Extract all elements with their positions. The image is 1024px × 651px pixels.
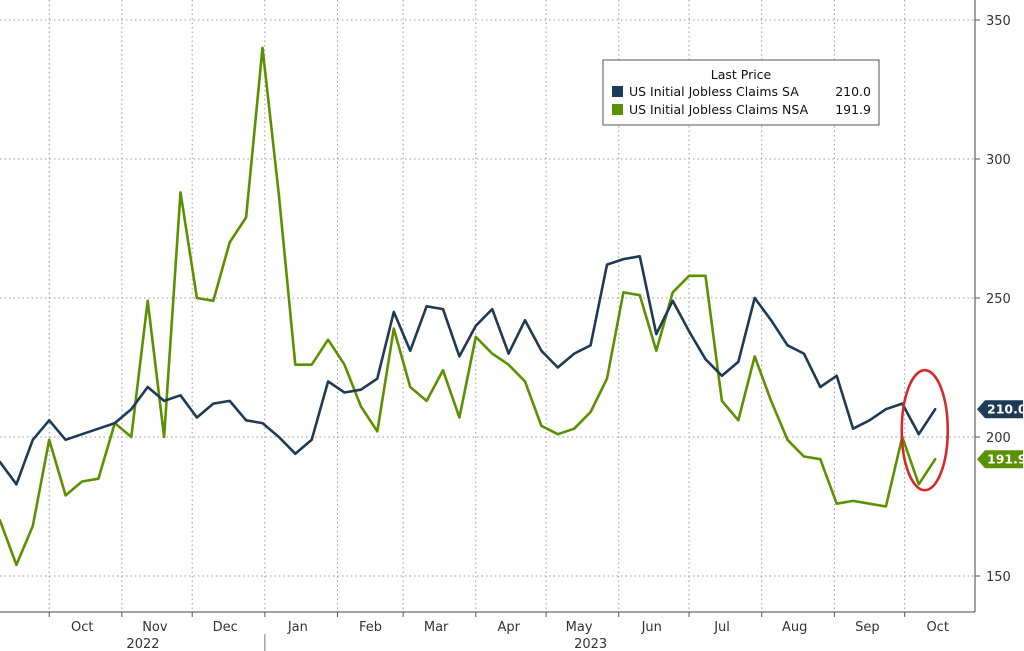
last-value-tags: 210.0 191.9 [977, 400, 1024, 469]
series-lines [0, 46, 937, 567]
year-label: 2023 [574, 637, 607, 651]
x-tick-label: Jun [641, 620, 662, 635]
plot-frame [0, 0, 976, 613]
x-tick-label: Feb [359, 620, 382, 635]
y-axis: 150 200 250 300 350 [975, 14, 1011, 585]
x-tick-label: Aug [782, 620, 807, 635]
legend-value-sa: 210.0 [835, 84, 871, 99]
last-value-tag-label: 210.0 [987, 402, 1024, 417]
highlight-ellipse [900, 368, 950, 492]
x-tick-label: Jul [713, 620, 730, 635]
legend-title: Last Price [711, 67, 772, 82]
legend-label-sa: US Initial Jobless Claims SA [629, 84, 799, 99]
y-tick-label: 300 [986, 153, 1011, 168]
legend-swatch-sa [612, 86, 623, 97]
x-tick-label: Dec [213, 620, 238, 635]
last-value-tag-label: 191.9 [987, 452, 1024, 467]
grid-lines [0, 0, 975, 612]
x-tick-label: Oct [71, 620, 93, 635]
legend-label-nsa: US Initial Jobless Claims NSA [629, 102, 809, 117]
x-tick-label: Mar [424, 620, 449, 635]
year-label: 2022 [126, 637, 159, 651]
y-tick-label: 150 [986, 570, 1011, 585]
legend-box [602, 59, 880, 126]
legend: Last Price US Initial Jobless Claims SA … [602, 59, 880, 126]
last-value-tag-shape [977, 400, 1023, 419]
y-tick-label: 350 [986, 14, 1011, 29]
series-line-nsa [0, 46, 937, 567]
series-line-sa [0, 254, 937, 486]
x-tick-label: Sep [855, 620, 880, 635]
x-tick-label: Apr [498, 620, 521, 635]
y-tick-label: 200 [986, 431, 1011, 446]
x-axis: Oct Nov Dec Jan Feb Mar Apr May Jun Jul Aug Sep Oct 2… [48, 612, 949, 651]
x-tick-label: May [566, 620, 593, 635]
last-value-tag-sa: 210.0 [977, 400, 1024, 419]
x-tick-label: Oct [926, 620, 948, 635]
last-value-tag-shape [977, 450, 1023, 469]
y-tick-label: 250 [986, 292, 1011, 307]
x-tick-label: Jan [287, 620, 308, 635]
legend-value-nsa: 191.9 [835, 102, 871, 117]
last-value-tag-nsa: 191.9 [977, 450, 1024, 469]
x-tick-label: Nov [142, 620, 168, 635]
legend-swatch-nsa [612, 104, 623, 115]
highlight-circle [900, 368, 950, 492]
